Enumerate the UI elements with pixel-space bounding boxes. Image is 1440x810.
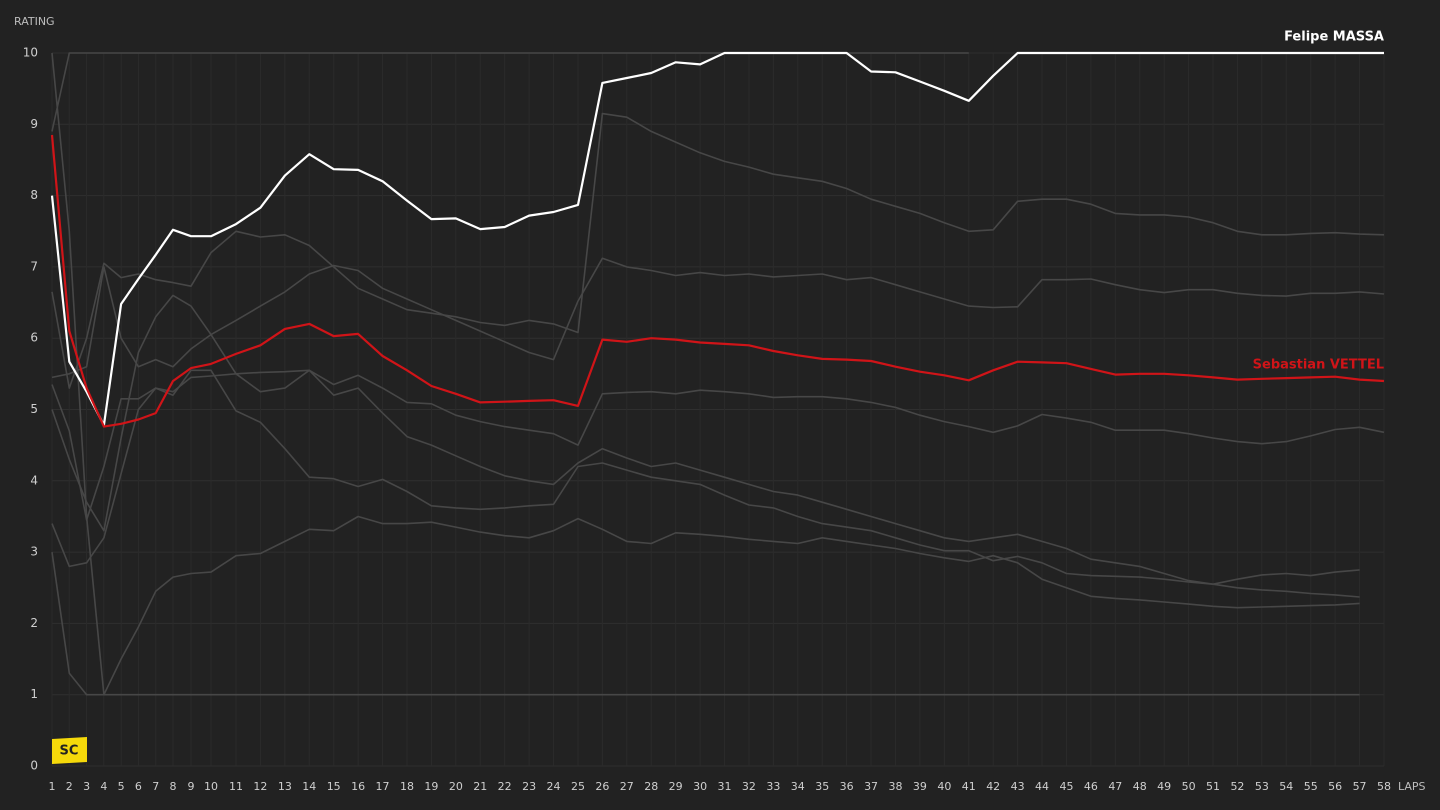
x-tick-label: 1	[49, 780, 56, 793]
driver-line	[51, 515, 1360, 696]
y-tick-label: 10	[23, 46, 38, 60]
x-tick-label: 34	[791, 780, 805, 793]
driver-line	[51, 369, 1360, 585]
safety-car-label: SC	[60, 744, 79, 759]
y-tick-label: 4	[30, 473, 38, 487]
y-tick-label: 7	[30, 259, 38, 273]
x-tick-label: 13	[278, 780, 292, 793]
series-label: Sebastian VETTEL	[1253, 357, 1384, 372]
y-tick-label: 1	[30, 687, 38, 701]
x-tick-label: 10	[204, 780, 218, 793]
x-tick-label: 54	[1279, 780, 1293, 793]
x-tick-label: 20	[449, 780, 463, 793]
x-tick-label: 15	[327, 780, 341, 793]
x-tick-label: 48	[1133, 780, 1147, 793]
x-tick-label: 23	[522, 780, 536, 793]
x-tick-label: 22	[498, 780, 512, 793]
x-tick-label: 9	[188, 780, 195, 793]
x-tick-label: 41	[962, 780, 976, 793]
x-tick-label: 44	[1035, 780, 1049, 793]
x-tick-label: 52	[1230, 780, 1244, 793]
x-tick-label: 40	[937, 780, 951, 793]
y-tick-label: 6	[30, 331, 38, 345]
x-tick-label: 58	[1377, 780, 1391, 793]
x-tick-label: 26	[595, 780, 609, 793]
x-tick-label: 4	[100, 780, 107, 793]
x-tick-label: 45	[1059, 780, 1073, 793]
highlight-line	[50, 51, 1384, 427]
x-tick-label: 6	[135, 780, 142, 793]
x-tick-label: 5	[118, 780, 125, 793]
x-tick-label: 31	[718, 780, 732, 793]
x-tick-label: 46	[1084, 780, 1098, 793]
x-tick-label: 42	[986, 780, 1000, 793]
x-tick-label: 12	[253, 780, 267, 793]
x-tick-label: 19	[424, 780, 438, 793]
x-tick-label: 39	[913, 780, 927, 793]
x-tick-label: 43	[1011, 780, 1025, 793]
driver-line	[51, 112, 1385, 389]
driver-line	[51, 257, 1385, 379]
x-tick-label: 29	[669, 780, 683, 793]
x-tick-label: 3	[83, 780, 90, 793]
x-tick-label: 36	[840, 780, 854, 793]
lines	[50, 51, 1385, 696]
highlight-line	[50, 134, 1385, 428]
grid	[51, 52, 1385, 767]
y-tick-label: 9	[30, 117, 38, 131]
x-tick-label: 35	[815, 780, 829, 793]
y-tick-label: 5	[30, 402, 38, 416]
series-label: Felipe MASSA	[1284, 30, 1384, 45]
y-axis-title: RATING	[14, 15, 55, 28]
x-tick-label: 16	[351, 780, 365, 793]
x-tick-label: 30	[693, 780, 707, 793]
x-tick-label: 51	[1206, 780, 1220, 793]
x-tick-label: 50	[1182, 780, 1196, 793]
x-tick-label: 8	[170, 780, 177, 793]
x-tick-label: 53	[1255, 780, 1269, 793]
x-tick-label: 17	[376, 780, 390, 793]
x-tick-label: 33	[766, 780, 780, 793]
x-tick-label: 38	[888, 780, 902, 793]
y-tick-label: 3	[30, 545, 38, 559]
y-tick-label: 2	[30, 616, 38, 630]
x-axis-title: LAPS	[1398, 780, 1426, 793]
x-tick-label: 14	[302, 780, 316, 793]
x-tick-label: 55	[1304, 780, 1318, 793]
safety-car-flag	[52, 737, 87, 764]
x-tick-label: 47	[1108, 780, 1122, 793]
x-tick-label: 2	[66, 780, 73, 793]
x-tick-label: 32	[742, 780, 756, 793]
x-tick-label: 28	[644, 780, 658, 793]
x-tick-label: 7	[152, 780, 159, 793]
x-tick-label: 21	[473, 780, 487, 793]
x-tick-label: 27	[620, 780, 634, 793]
x-tick-label: 11	[229, 780, 243, 793]
x-tick-label: 25	[571, 780, 585, 793]
x-tick-label: 37	[864, 780, 878, 793]
y-tick-label: 0	[30, 759, 38, 773]
x-tick-label: 57	[1353, 780, 1367, 793]
x-tick-label: 56	[1328, 780, 1342, 793]
driver-line	[51, 52, 1360, 696]
driver-line	[51, 369, 1385, 521]
driver-line	[51, 294, 1360, 598]
x-tick-label: 49	[1157, 780, 1171, 793]
x-tick-label: 24	[547, 780, 561, 793]
y-tick-label: 8	[30, 188, 38, 202]
x-tick-label: 18	[400, 780, 414, 793]
